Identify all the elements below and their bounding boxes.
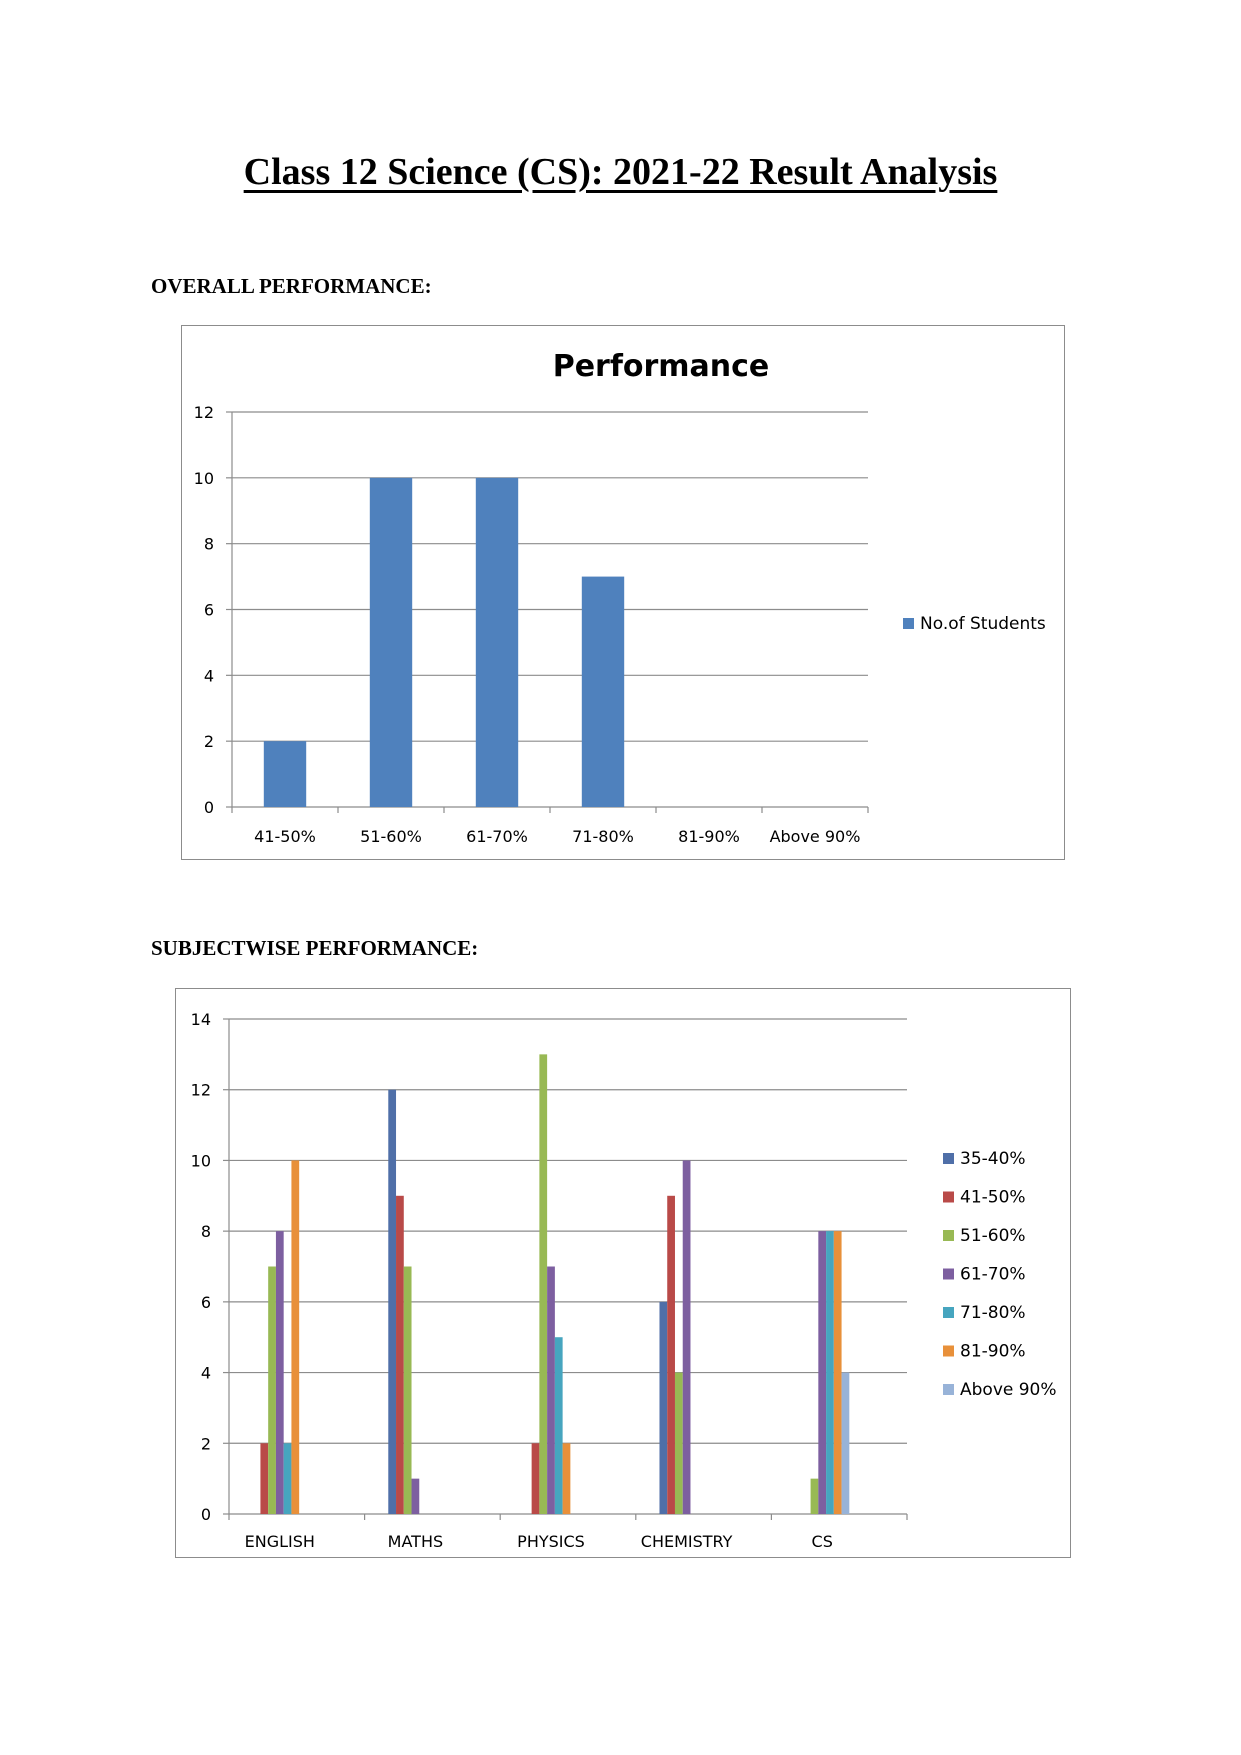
legend-label: 51-60%: [960, 1226, 1026, 1246]
x-tick-label: 71-80%: [572, 827, 634, 846]
y-tick-label: 4: [204, 666, 214, 685]
bar: [369, 477, 413, 807]
bar: [531, 1443, 540, 1514]
bar: [554, 1337, 563, 1514]
legend-swatch: [943, 1307, 954, 1318]
subjectwise-performance-svg: 0 2 4 6 8 10 12 14 ENGLISH MATHS PHYSICS CHEMISTRY C…: [191, 1010, 1057, 1551]
x-tick-label: Above 90%: [770, 827, 861, 846]
legend-label: No.of Students: [920, 614, 1046, 634]
overall-performance-svg: Performance 0 2 4 6 8 10 12 41-50% 51-60% 61-70% 71…: [194, 349, 1046, 846]
section-heading-subjectwise: SUBJECTWISE PERFORMANCE:: [151, 936, 479, 960]
x-tick-label: 61-70%: [466, 827, 528, 846]
bar: [396, 1195, 404, 1514]
bar: [291, 1160, 300, 1514]
x-tick-label: ENGLISH: [245, 1532, 315, 1551]
y-tick-label: 0: [204, 798, 214, 817]
legend-label: 41-50%: [960, 1188, 1026, 1208]
bar: [826, 1231, 834, 1514]
x-tick-label: CHEMISTRY: [641, 1532, 733, 1551]
bar: [667, 1195, 675, 1514]
legend-swatch: [943, 1345, 954, 1357]
bar: [581, 576, 625, 807]
bar: [283, 1443, 292, 1514]
x-tick-label: 51-60%: [360, 827, 422, 846]
bar: [562, 1443, 571, 1514]
legend-swatch: [943, 1268, 954, 1280]
legend-label: 35-40%: [960, 1149, 1026, 1169]
y-tick-label: 10: [194, 469, 214, 488]
y-tick-label: 10: [191, 1151, 211, 1170]
bar: [841, 1372, 850, 1514]
section-heading-overall: OVERALL PERFORMANCE:: [151, 274, 432, 298]
bar: [260, 1443, 269, 1514]
bar: [810, 1478, 819, 1514]
legend-swatch: [943, 1384, 954, 1395]
bar: [275, 1231, 284, 1514]
x-tick-label: MATHS: [388, 1532, 443, 1551]
legend-swatch: [903, 618, 914, 629]
y-tick-label: 12: [191, 1081, 211, 1100]
x-tick-label: 81-90%: [678, 827, 740, 846]
subjectwise-performance-chart: 0 2 4 6 8 10 12 14 ENGLISH MATHS PHYSICS CHEMISTRY C…: [175, 988, 1071, 1558]
y-tick-label: 8: [204, 535, 214, 554]
y-tick-label: 4: [201, 1364, 211, 1383]
chart-title: Performance: [553, 349, 770, 384]
bar: [682, 1160, 691, 1514]
bar: [833, 1231, 842, 1514]
legend-swatch: [943, 1153, 954, 1164]
legend-swatch: [943, 1191, 954, 1203]
bar: [388, 1089, 397, 1514]
bar: [818, 1231, 827, 1514]
bar: [659, 1301, 668, 1514]
y-tick-label: 14: [191, 1010, 211, 1029]
bar: [411, 1478, 420, 1514]
bar: [403, 1266, 412, 1514]
legend-swatch: [943, 1230, 954, 1241]
legend-label: 71-80%: [960, 1303, 1026, 1323]
bar: [674, 1372, 683, 1514]
legend-label: Above 90%: [960, 1380, 1057, 1400]
page-title: Class 12 Science (CS): 2021-22 Result An…: [243, 151, 998, 193]
y-tick-label: 2: [201, 1434, 211, 1453]
bar: [263, 741, 307, 807]
x-tick-label: CS: [812, 1532, 833, 1551]
legend-label: 81-90%: [960, 1342, 1026, 1362]
bar: [539, 1054, 548, 1514]
y-tick-label: 6: [204, 601, 214, 620]
bar: [268, 1266, 276, 1514]
x-tick-label: 41-50%: [254, 827, 316, 846]
bar: [475, 477, 519, 807]
overall-performance-chart: Performance 0 2 4 6 8 10 12 41-50% 51-60% 61-70% 71…: [181, 325, 1065, 860]
y-tick-label: 12: [194, 403, 214, 422]
y-tick-label: 6: [201, 1293, 211, 1312]
x-tick-label: PHYSICS: [517, 1532, 585, 1551]
y-tick-label: 8: [201, 1222, 211, 1241]
bar: [547, 1266, 555, 1514]
y-tick-label: 2: [204, 732, 214, 751]
y-tick-label: 0: [201, 1505, 211, 1524]
legend-label: 61-70%: [960, 1265, 1026, 1285]
